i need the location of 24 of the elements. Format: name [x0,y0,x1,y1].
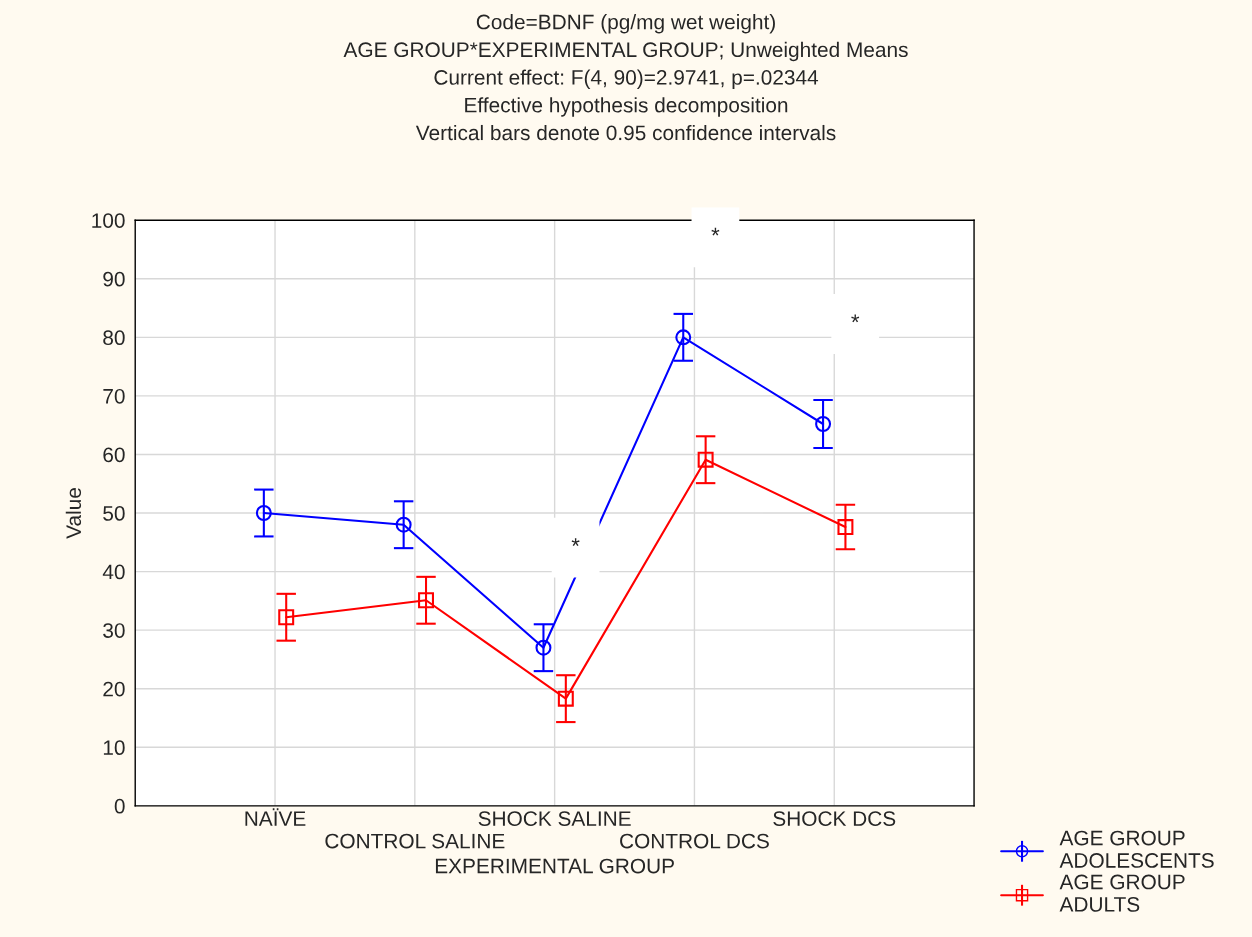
x-axis-title: EXPERIMENTAL GROUP [435,858,674,874]
y-tick-label: 100 [92,213,125,228]
x-tick-label: SHOCK DCS [773,811,896,826]
y-tick-label: 40 [102,564,125,580]
x-tick-label: SHOCK SALINE [478,811,631,826]
y-tick-label: 0 [114,798,125,814]
y-tick-label: 50 [103,506,125,521]
x-tick-label: CONTROL SALINE [325,833,505,849]
y-tick-label: 20 [103,681,125,697]
annotation: * [711,227,720,236]
x-tick-label: NAÏVE [245,808,306,826]
annotation: * [571,538,580,546]
y-tick-label: 80 [103,330,125,346]
y-tick-label: 90 [103,271,125,287]
legend-label: AGE GROUP ADOLESCENTS [1059,830,1214,868]
y-tick-label: 30 [103,623,125,638]
y-tick-label: 10 [103,740,125,756]
y-tick-label: 70 [103,388,125,404]
legend-label: AGE GROUP ADULTS [1059,874,1185,912]
x-tick-label: CONTROL DCS [620,833,769,849]
chart-title: Code=BDNF (pg/mg wet weight) AGE GROUP*EXPERIMENTAL GROUP; Unweighted Means Current effect: F(4, 90)=2.9741, p=.02344 Effective hypothesis decomposition Vertical bars denote 0.95 confidence intervals [343,14,908,141]
annotation: * [851,314,860,323]
y-tick-label: 60 [103,447,125,463]
y-axis-title: Value [65,488,82,539]
